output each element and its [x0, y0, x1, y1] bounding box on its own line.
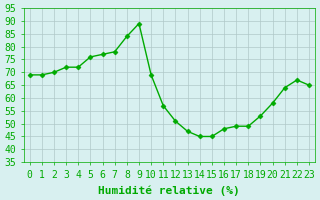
X-axis label: Humidité relative (%): Humidité relative (%) — [99, 185, 240, 196]
